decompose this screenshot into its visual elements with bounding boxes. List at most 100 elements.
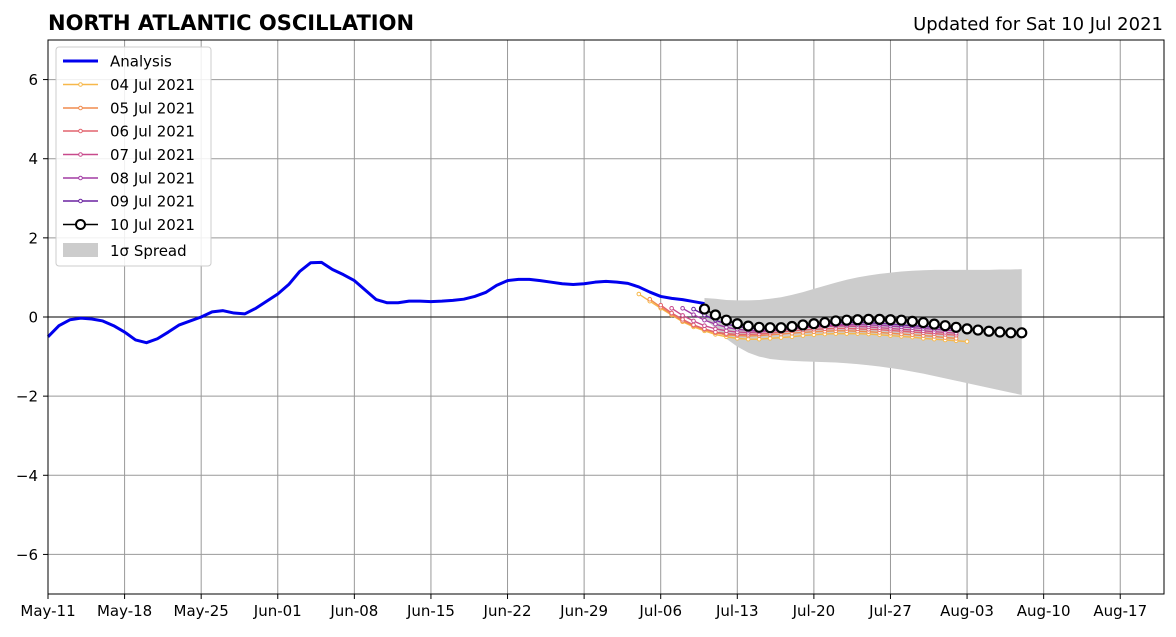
legend-analysis-label: Analysis: [110, 53, 172, 71]
forecast-point: [862, 313, 875, 325]
forecast-point: [852, 314, 864, 326]
legend: Analysis 04 Jul 2021 05 Jul 2021 06 Jul …: [55, 46, 212, 267]
legend-run-marker: [78, 152, 83, 157]
legend-run-label: 04 Jul 2021: [110, 76, 195, 94]
legend-run-marker: [78, 198, 83, 204]
forecast-point: [669, 310, 674, 316]
legend-spread-label: 1σ Spread: [110, 242, 187, 260]
forecast-point: [906, 315, 918, 327]
forecast-point: [647, 296, 653, 302]
x-tick-label: May-25: [174, 602, 229, 620]
x-tick-label: May-11: [20, 602, 75, 620]
x-tick-label: Jun-29: [559, 602, 608, 620]
legend-run-marker: [78, 82, 83, 87]
analysis-line: [46, 260, 705, 345]
forecast-line: [660, 304, 957, 336]
x-tick-label: Aug-17: [1093, 602, 1147, 620]
forecast-point: [698, 303, 711, 315]
forecast-point: [691, 318, 696, 324]
x-tick-label: Aug-10: [1017, 602, 1071, 620]
forecast-point: [702, 317, 707, 323]
y-tick-label: −2: [16, 388, 38, 406]
y-tick-label: 0: [28, 309, 38, 327]
forecast-run: [698, 303, 1028, 339]
forecast-point: [917, 316, 929, 329]
forecast-point: [797, 319, 809, 331]
legend-run-marker: [75, 219, 86, 230]
forecast-point: [713, 321, 718, 327]
x-tick-label: Jun-15: [406, 602, 455, 620]
forecast-point: [691, 306, 696, 312]
legend-run-label: 10 Jul 2021: [110, 216, 195, 234]
forecast-point: [636, 291, 642, 297]
forecast-point: [775, 322, 787, 334]
forecast-point: [884, 314, 897, 326]
y-tick-label: −4: [16, 467, 38, 485]
forecast-point: [789, 334, 795, 340]
forecast-point: [691, 312, 696, 317]
forecast-point: [658, 302, 664, 308]
legend-run-label: 08 Jul 2021: [110, 170, 195, 188]
forecast-point: [778, 335, 784, 340]
forecast-point: [961, 323, 973, 335]
forecast-point: [680, 305, 685, 311]
forecast-point: [680, 317, 685, 322]
legend-run-label: 09 Jul 2021: [110, 193, 195, 211]
x-tick-label: Jun-22: [483, 602, 532, 620]
legend-run-label: 07 Jul 2021: [110, 146, 195, 164]
forecast-point: [964, 339, 970, 344]
legend-spread-swatch: [63, 243, 98, 257]
forecast-point: [983, 325, 995, 337]
forecast-point: [895, 314, 908, 326]
forecast-point: [742, 320, 754, 332]
x-tick-label: Jul-06: [638, 602, 682, 620]
forecast-point: [972, 324, 984, 336]
forecast-point: [873, 313, 886, 325]
updated-label: Updated for Sat 10 Jul 2021: [913, 14, 1163, 35]
y-tick-label: 4: [28, 150, 38, 168]
legend-run-label: 06 Jul 2021: [110, 123, 195, 141]
x-tick-label: Jul-20: [792, 602, 836, 620]
forecast-point: [1016, 327, 1028, 339]
forecast-point: [994, 326, 1006, 338]
forecast-point: [756, 336, 762, 342]
forecast-point: [767, 336, 773, 341]
chart-title: NORTH ATLANTIC OSCILLATION: [48, 11, 414, 35]
y-tick-label: −6: [16, 546, 38, 564]
forecast-point: [691, 322, 696, 328]
forecast-point: [1005, 327, 1017, 339]
legend-box: [55, 46, 212, 267]
forecast-point: [786, 320, 798, 333]
forecast-point: [702, 323, 707, 329]
forecast-point: [724, 328, 729, 334]
forecast-point: [808, 318, 820, 330]
forecast-point: [819, 316, 831, 329]
forecast-point: [764, 322, 776, 334]
x-tick-label: Jun-01: [253, 602, 302, 620]
forecast-point: [731, 318, 743, 330]
legend-run-marker: [78, 175, 83, 181]
forecast-point: [709, 309, 722, 321]
forecast-point: [753, 321, 765, 333]
x-tick-label: Jul-27: [868, 602, 912, 620]
forecast-point: [680, 313, 685, 318]
legend-run-marker: [78, 128, 83, 134]
forecast-point: [939, 320, 951, 332]
forecast-point: [713, 326, 718, 332]
forecast-point: [928, 318, 940, 330]
axes: May-11 May-18 May-25 Jun-01 Jun-08 Jun-15 Jun-…: [16, 39, 1165, 620]
forecast-point: [841, 314, 853, 326]
x-tick-label: Jul-13: [715, 602, 759, 620]
x-tick-label: May-18: [97, 602, 152, 620]
y-tick-label: 6: [28, 71, 38, 89]
forecast-point: [830, 315, 842, 327]
x-tick-label: Aug-03: [940, 602, 994, 620]
forecast-point: [669, 305, 674, 311]
x-tick-label: Jun-08: [329, 602, 378, 620]
legend-run-label: 05 Jul 2021: [110, 100, 195, 118]
y-tick-label: 2: [28, 229, 38, 247]
forecast-point: [720, 314, 732, 326]
legend-run-marker: [78, 105, 83, 111]
